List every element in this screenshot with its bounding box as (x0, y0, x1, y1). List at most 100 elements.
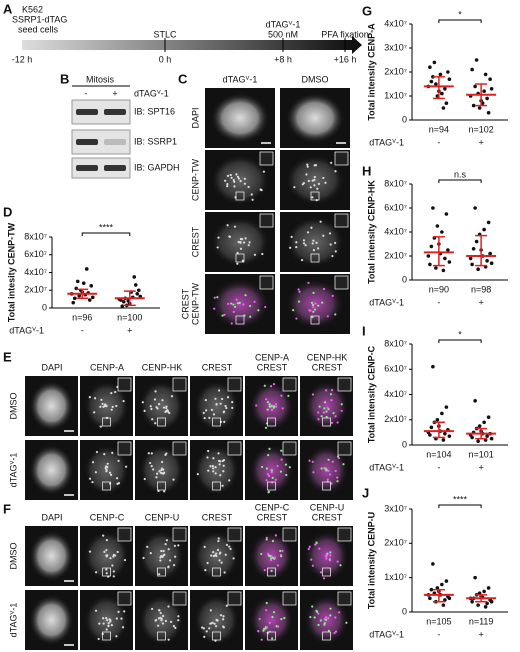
kinetochore-spot (220, 397, 224, 401)
kinetochore-spot (228, 235, 231, 238)
inset (172, 377, 187, 392)
kinetochore-spot (167, 548, 170, 551)
y-tick-label: 8x10⁷ (24, 231, 47, 241)
significance: * (458, 9, 462, 19)
kinetochore-spot (334, 415, 337, 418)
kinetochore-spot (331, 460, 334, 463)
data-point (477, 106, 482, 110)
kinetochore-spot (325, 389, 328, 392)
inset (227, 377, 242, 392)
kinetochore-spot (311, 242, 314, 245)
kinetochore-spot (324, 401, 327, 404)
kinetochore-spot (318, 547, 321, 550)
channel-label: CREST (312, 362, 343, 372)
kinetochore-spot (274, 405, 278, 408)
kinetochore-spot (225, 604, 228, 607)
kinetochore-spot (226, 224, 229, 227)
kinetochore-spot (280, 618, 283, 621)
kinetochore-spot (312, 249, 316, 252)
kinetochore-spot (215, 552, 218, 555)
kinetochore-spot (104, 466, 107, 470)
data-point (428, 65, 432, 69)
kinetochore-spot (281, 549, 284, 552)
y-tick-label: 8x10⁷ (384, 338, 407, 348)
kinetochore-spot (260, 552, 263, 556)
kinetochore-spot (112, 555, 115, 558)
kinetochore-spot (112, 575, 115, 578)
kinetochore-spot (314, 302, 317, 305)
channel-label: CREST (202, 362, 233, 372)
kinetochore-spot (279, 470, 282, 473)
kinetochore-spot (326, 478, 329, 481)
kinetochore-spot (321, 301, 324, 304)
significance-bracket (438, 19, 482, 23)
kinetochore-spot (214, 397, 217, 400)
blot-panel (71, 157, 131, 179)
data-point (121, 299, 126, 304)
data-point (473, 399, 477, 403)
kinetochore-spot (249, 315, 252, 318)
y-tick-label: 8x10⁷ (384, 178, 407, 188)
timeline-time: 0 h (159, 54, 172, 64)
data-point (476, 267, 480, 272)
panel-letter: I (362, 323, 366, 338)
kinetochore-spot (232, 178, 235, 182)
kinetochore-spot (212, 470, 215, 473)
kinetochore-spot (330, 399, 333, 402)
kinetochore-spot (306, 231, 310, 234)
kinetochore-spot (239, 179, 242, 183)
roi-box (212, 567, 221, 577)
kinetochore-spot (111, 405, 114, 408)
kinetochore-spot (216, 619, 219, 622)
kinetochore-spot (165, 405, 168, 408)
blot-condition: Mitosis (86, 74, 115, 84)
category-label: + (478, 462, 483, 472)
kinetochore-spot (336, 560, 339, 563)
kinetochore-spot (219, 551, 222, 554)
data-point (444, 212, 449, 216)
kinetochore-spot (314, 543, 317, 546)
kinetochore-spot (264, 426, 268, 429)
kinetochore-spot (173, 544, 176, 547)
n-label: n=102 (468, 124, 493, 134)
timeline-time: -12 h (12, 54, 33, 64)
kinetochore-spot (317, 247, 320, 250)
kinetochore-spot (110, 392, 113, 395)
kinetochore-spot (334, 630, 338, 633)
y-axis-label: Total intensity CENP-C (366, 345, 376, 443)
data-point (87, 298, 92, 302)
kinetochore-spot (329, 243, 332, 246)
kinetochore-spot (340, 409, 343, 412)
blot-band (104, 139, 126, 145)
timeline-event: PFA fixation (321, 29, 369, 39)
roi-box (310, 191, 320, 201)
kinetochore-spot (200, 626, 204, 629)
significance-bracket (438, 179, 482, 183)
kinetochore-spot (167, 605, 170, 608)
kinetochore-spot (104, 403, 107, 407)
kinetochore-spot (334, 313, 337, 316)
kinetochore-spot (174, 555, 177, 558)
data-point (483, 72, 488, 77)
kinetochore-spot (161, 399, 164, 402)
data-point (89, 284, 94, 288)
category-label: - (81, 325, 84, 335)
kinetochore-spot (93, 397, 97, 400)
inset (337, 441, 352, 456)
kinetochore-spot (241, 259, 244, 262)
kinetochore-spot (207, 449, 210, 453)
blot-row-label: IB: SSRP1 (134, 136, 177, 146)
kinetochore-spot (339, 564, 342, 567)
y-tick-label: 1x10⁷ (384, 572, 407, 582)
data-point (489, 436, 494, 441)
kinetochore-spot (267, 474, 271, 478)
panel-letter: F (3, 501, 11, 516)
kinetochore-spot (313, 184, 316, 187)
kinetochore-spot (263, 568, 266, 572)
kinetochore-spot (327, 469, 330, 473)
kinetochore-spot (243, 177, 246, 180)
kinetochore-spot (158, 403, 161, 406)
kinetochore-spot (217, 539, 220, 543)
kinetochore-spot (165, 406, 168, 410)
kinetochore-spot (224, 553, 227, 556)
